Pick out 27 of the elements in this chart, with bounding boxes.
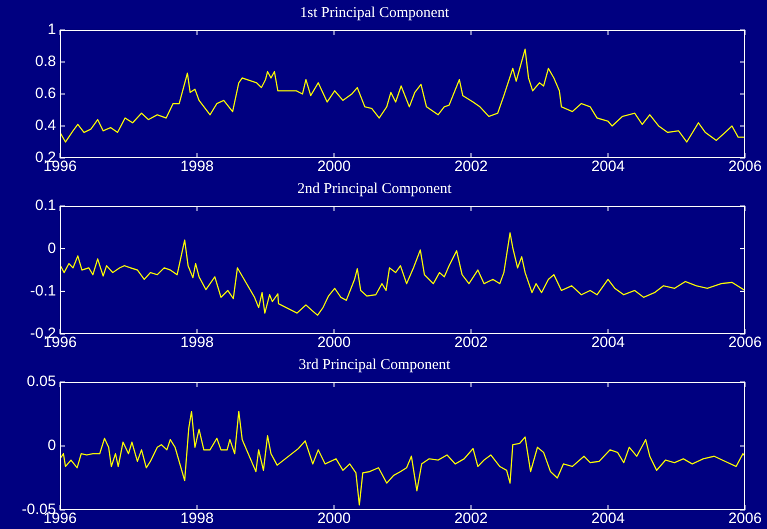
y-tick-label: 0.05 bbox=[26, 373, 56, 390]
x-tick-label: 2000 bbox=[317, 510, 351, 528]
y-tick-label: 0 bbox=[48, 437, 56, 454]
y-tick-label: 0.1 bbox=[35, 197, 56, 214]
y-tick-label: -0.1 bbox=[30, 282, 56, 300]
y-tick-label: 0.4 bbox=[35, 117, 56, 134]
x-tick-label: 1998 bbox=[180, 334, 214, 352]
x-tick-label: 2006 bbox=[728, 158, 762, 176]
x-tick-label: 2002 bbox=[454, 334, 488, 352]
x-tick-label: 1998 bbox=[180, 158, 214, 176]
x-tick-label: 2002 bbox=[454, 510, 488, 528]
x-tick-label: 2004 bbox=[591, 334, 625, 352]
x-tick-label: 2000 bbox=[317, 334, 351, 352]
x-tick-label: 1998 bbox=[180, 510, 214, 528]
x-tick-label: 2000 bbox=[317, 158, 351, 176]
x-tick-label: 2002 bbox=[454, 158, 488, 176]
y-tick-label: 0.8 bbox=[35, 53, 56, 70]
x-tick-label: 2006 bbox=[728, 334, 762, 352]
x-tick-label: 2006 bbox=[728, 510, 762, 528]
chart-title: 1st Principal Component bbox=[300, 4, 450, 21]
x-tick-label: 2004 bbox=[591, 158, 625, 176]
y-tick-label: 1 bbox=[48, 21, 56, 38]
chart-title: 3rd Principal Component bbox=[298, 356, 452, 373]
chart-title: 2nd Principal Component bbox=[297, 180, 452, 197]
y-tick-label: 0.6 bbox=[35, 85, 56, 102]
x-tick-label: 2004 bbox=[591, 510, 625, 528]
y-tick-label: 0 bbox=[48, 240, 56, 257]
